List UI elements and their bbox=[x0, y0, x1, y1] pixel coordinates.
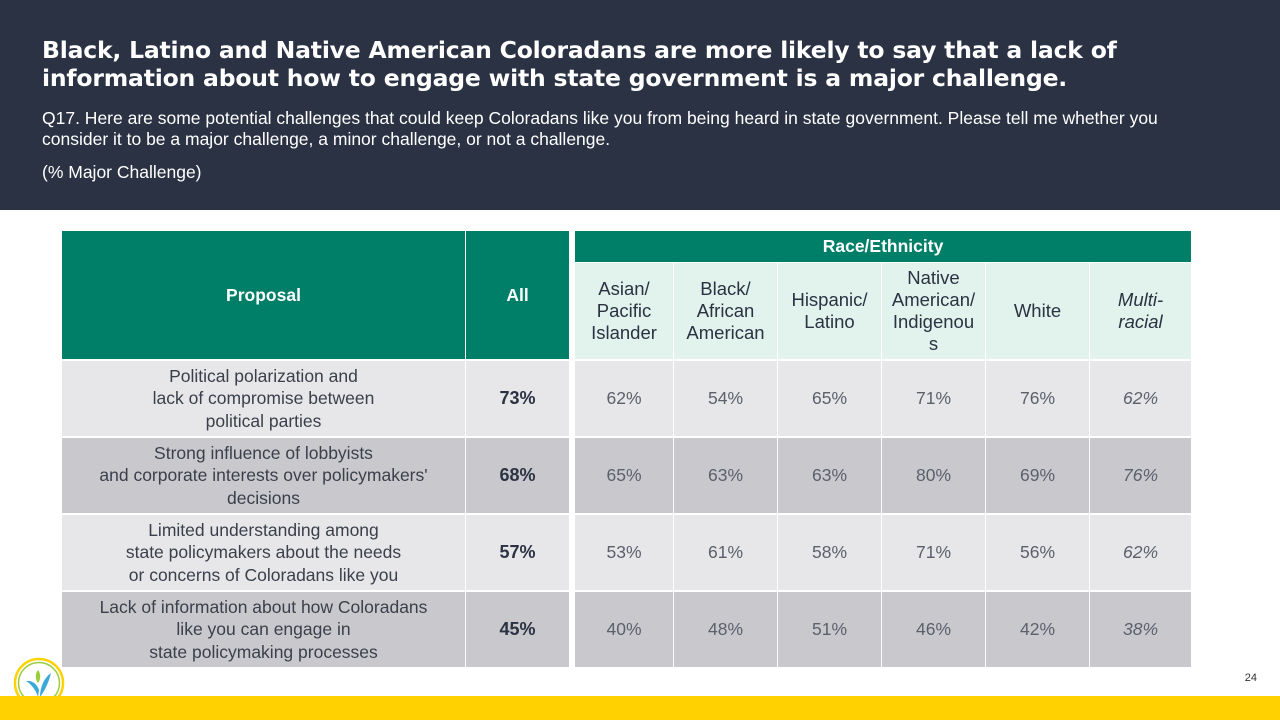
slide-header: Black, Latino and Native American Colora… bbox=[0, 0, 1280, 210]
value-cell: 63% bbox=[778, 438, 882, 515]
table-row: Strong influence of lobbyists and corpor… bbox=[62, 438, 1193, 515]
all-value-cell: 73% bbox=[466, 361, 570, 438]
proposal-cell: Limited understanding among state policy… bbox=[62, 515, 466, 592]
value-cell: 62% bbox=[1090, 515, 1193, 592]
value-cell: 42% bbox=[986, 592, 1090, 669]
proposal-header: Proposal bbox=[62, 231, 466, 361]
value-cell: 76% bbox=[986, 361, 1090, 438]
proposal-cell: Lack of information about how Coloradans… bbox=[62, 592, 466, 669]
all-value-cell: 57% bbox=[466, 515, 570, 592]
proposal-cell: Strong influence of lobbyists and corpor… bbox=[62, 438, 466, 515]
page-number: 24 bbox=[1244, 672, 1257, 684]
all-value-cell: 45% bbox=[466, 592, 570, 669]
value-cell: 71% bbox=[882, 361, 986, 438]
table-row: Political polarization and lack of compr… bbox=[62, 361, 1193, 438]
value-cell: 58% bbox=[778, 515, 882, 592]
table-row: Limited understanding among state policy… bbox=[62, 515, 1193, 592]
race-ethnicity-header: Race/Ethnicity bbox=[570, 231, 1193, 263]
value-cell: 80% bbox=[882, 438, 986, 515]
value-cell: 48% bbox=[674, 592, 778, 669]
subhead-white: White bbox=[986, 263, 1090, 361]
subhead-multiracial: Multi- racial bbox=[1090, 263, 1193, 361]
footer-accent-bar bbox=[0, 696, 1280, 720]
results-table: Proposal All Race/Ethnicity Asian/ Pacif… bbox=[62, 231, 1193, 669]
value-cell: 51% bbox=[778, 592, 882, 669]
value-cell: 62% bbox=[1090, 361, 1193, 438]
value-cell: 65% bbox=[570, 438, 674, 515]
question-text: Q17. Here are some potential challenges … bbox=[42, 108, 1158, 149]
slide-title: Black, Latino and Native American Colora… bbox=[42, 36, 1117, 92]
value-cell: 40% bbox=[570, 592, 674, 669]
value-cell: 56% bbox=[986, 515, 1090, 592]
all-value-cell: 68% bbox=[466, 438, 570, 515]
measure-note: (% Major Challenge) bbox=[42, 162, 202, 182]
value-cell: 62% bbox=[570, 361, 674, 438]
leaf-logo-icon bbox=[13, 657, 65, 709]
value-cell: 38% bbox=[1090, 592, 1193, 669]
value-cell: 53% bbox=[570, 515, 674, 592]
value-cell: 76% bbox=[1090, 438, 1193, 515]
all-header: All bbox=[466, 231, 570, 361]
value-cell: 71% bbox=[882, 515, 986, 592]
value-cell: 46% bbox=[882, 592, 986, 669]
value-cell: 69% bbox=[986, 438, 1090, 515]
subhead-hispanic-latino: Hispanic/ Latino bbox=[778, 263, 882, 361]
subhead-black-african-american: Black/ African American bbox=[674, 263, 778, 361]
subhead-asian-pacific-islander: Asian/ Pacific Islander bbox=[570, 263, 674, 361]
value-cell: 61% bbox=[674, 515, 778, 592]
proposal-cell: Political polarization and lack of compr… bbox=[62, 361, 466, 438]
table-row: Lack of information about how Coloradans… bbox=[62, 592, 1193, 669]
value-cell: 65% bbox=[778, 361, 882, 438]
value-cell: 63% bbox=[674, 438, 778, 515]
subhead-native-american-indigenous: Native American/ Indigenou s bbox=[882, 263, 986, 361]
value-cell: 54% bbox=[674, 361, 778, 438]
